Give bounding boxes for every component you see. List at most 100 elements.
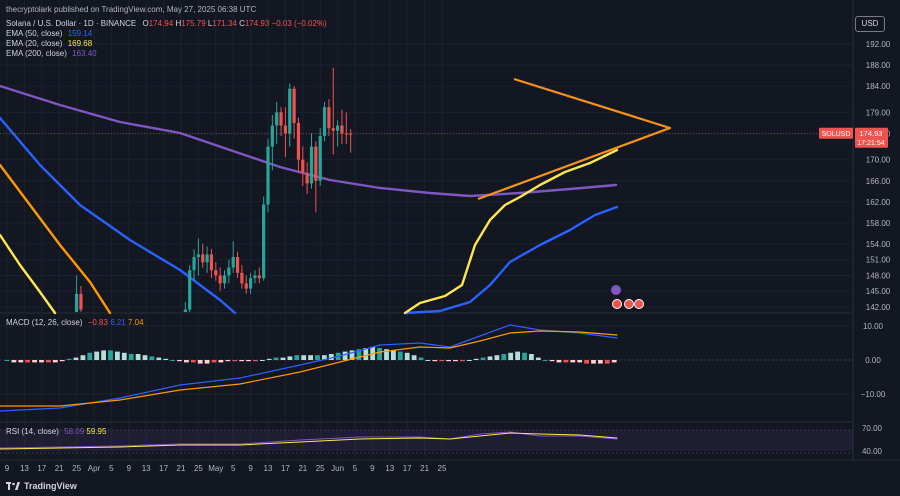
candle-body	[183, 309, 187, 312]
ema20-line-right	[403, 148, 619, 315]
flag-icon	[624, 299, 634, 309]
x-tick-label: 21	[55, 464, 64, 473]
macd-bar	[446, 360, 451, 362]
macd-bar	[301, 355, 307, 360]
macd-bar	[156, 357, 162, 360]
macd-bar	[453, 360, 458, 362]
macd-bar	[218, 360, 224, 363]
macd-bar	[59, 360, 65, 362]
rsi-legend[interactable]: RSI (14, close) 58.09 59.95	[6, 427, 107, 436]
macd-bar	[80, 355, 86, 360]
macd-bar	[508, 352, 514, 360]
ema-orange-line	[0, 163, 112, 315]
rsi-tick-label: 70.00	[862, 424, 883, 433]
candle-body	[336, 125, 340, 131]
candle-body	[305, 172, 309, 184]
macd-bar	[480, 357, 486, 360]
macd-line	[0, 324, 618, 412]
ema20-line-left	[0, 233, 57, 315]
macd-bar	[535, 357, 541, 360]
x-tick-label: 5	[353, 464, 358, 473]
macd-bar	[149, 356, 155, 360]
ema200-legend[interactable]: EMA (200, close) 163.40	[6, 49, 97, 58]
macd-bar	[25, 360, 31, 363]
ema50-legend[interactable]: EMA (50, close) 159.14	[6, 29, 93, 38]
candle-body	[218, 275, 222, 284]
candle-body	[231, 257, 235, 268]
price-tag-bg	[855, 127, 888, 148]
macd-signal-line	[0, 330, 618, 407]
price-tick-label: 148.00	[866, 271, 891, 280]
macd-legend[interactable]: MACD (12, 26, close) −0.83 6.21 7.04	[6, 318, 144, 327]
symbol-tag-text: SOLUSD	[822, 131, 851, 138]
ema50-line-left	[0, 116, 237, 315]
symbol-legend: Solana / U.S. Dollar · 1D · BINANCE O174…	[6, 19, 327, 29]
x-tick-label: 17	[159, 464, 168, 473]
macd-bar	[232, 360, 238, 362]
price-tick-label: 192.00	[866, 40, 891, 49]
x-tick-label: 17	[281, 464, 290, 473]
price-tick-label: 142.00	[866, 303, 891, 312]
ohlc-low: L171.34	[207, 19, 237, 28]
candle-body	[214, 270, 218, 276]
macd-bar	[135, 354, 141, 360]
macd-bar	[404, 352, 410, 360]
candle-body	[244, 283, 248, 289]
macd-bar	[287, 356, 293, 360]
macd-bar	[342, 351, 348, 360]
macd-tick-label: −10.00	[861, 390, 886, 399]
candle-body	[222, 275, 227, 284]
candle-body	[318, 136, 322, 181]
price-tick-label: 154.00	[866, 240, 891, 249]
candle-body	[275, 112, 279, 126]
flag-icon	[634, 299, 644, 309]
event-icon	[611, 285, 621, 295]
ema200-value: 163.40	[72, 49, 97, 58]
price-tick-label: 170.00	[866, 156, 891, 165]
macd-bar	[142, 355, 148, 360]
axes: 9 13 17 21 25 Apr 5 9 13 17 21 25 May 5 9 13 17 21 25 Jun 5 9…	[5, 40, 891, 473]
candle-body	[253, 275, 257, 279]
macd-bar	[18, 360, 24, 363]
macd-bar	[418, 357, 424, 360]
footer-brand: TradingView	[6, 481, 77, 491]
macd-bar	[611, 360, 617, 363]
x-tick-label: 21	[298, 464, 307, 473]
ema20-legend[interactable]: EMA (20, close) 169.68	[6, 39, 93, 48]
macd-bar	[273, 357, 279, 360]
candle-body	[283, 125, 287, 134]
x-tick-label: Apr	[88, 464, 101, 473]
macd-bar	[197, 360, 203, 364]
candle-body	[266, 146, 270, 205]
currency-button[interactable]: USD	[855, 16, 885, 32]
macd-bar	[529, 354, 534, 360]
macd-bar	[266, 358, 272, 360]
macd-tick-label: 10.00	[863, 322, 884, 331]
price-tick-label: 179.00	[866, 108, 891, 117]
macd-bar	[211, 360, 217, 363]
macd-bar	[115, 351, 120, 360]
change-value: −0.03 (−0.02%)	[271, 19, 327, 28]
macd-bar	[170, 360, 175, 361]
ema200-line	[0, 84, 618, 198]
candle-body	[79, 293, 83, 310]
macd-bar	[391, 350, 396, 360]
x-tick-label: 9	[248, 464, 253, 473]
macd-bar	[460, 360, 465, 362]
macd-bar	[204, 360, 210, 364]
rsi-tick-label: 40.00	[862, 447, 883, 456]
event-icons	[611, 285, 644, 309]
x-tick-label: 5	[109, 464, 114, 473]
macd-bar	[4, 360, 10, 361]
candle-body	[196, 254, 200, 258]
macd-tick-label: 0.00	[865, 356, 881, 365]
candle-body	[188, 270, 192, 310]
macd-bar	[549, 360, 555, 362]
x-tick-label: 9	[370, 464, 375, 473]
macd-bar	[522, 352, 527, 360]
x-tick-label: 21	[177, 464, 186, 473]
x-tick-label: 9	[127, 464, 132, 473]
macd-bar	[397, 351, 403, 360]
flag-icon	[612, 299, 622, 309]
